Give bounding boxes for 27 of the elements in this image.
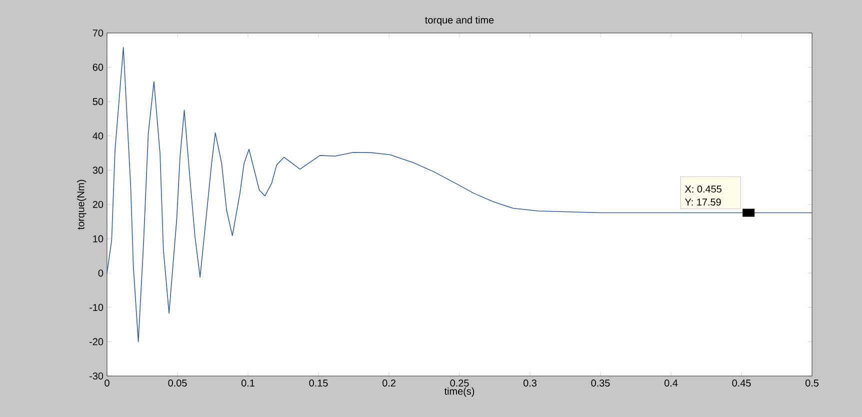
y-axis-title: torque(Nm)	[76, 180, 86, 230]
x-tick-label: 0.35	[591, 380, 610, 387]
y-tick-label: -20	[90, 338, 104, 346]
annotation: X: 0.455	[684, 186, 722, 193]
x-tick-label: 0.1	[241, 380, 254, 387]
x-tick-label: 0.05	[168, 380, 187, 387]
y-tick-label: 40	[92, 132, 104, 140]
y-tick-label: 70	[92, 29, 104, 37]
chart-title: torque and time	[425, 16, 494, 26]
x-axis-title: time(s)	[444, 387, 474, 397]
x-tick-label: 0.5	[805, 380, 819, 387]
y-tick-label: 0	[98, 270, 104, 277]
y-tick-label: 10	[93, 235, 104, 242]
x-tick-label: 0	[104, 380, 110, 387]
y-tick-label: -10	[90, 304, 104, 311]
x-tick-label: 0.45	[732, 380, 751, 387]
x-tick-label: 0.25	[450, 380, 469, 387]
x-tick-label: 0.15	[309, 380, 328, 387]
y-tick-label: 30	[92, 166, 104, 174]
annotation: Y: 17.59	[684, 198, 721, 206]
x-tick-label: 0.3	[523, 380, 537, 387]
y-tick-label: -30	[90, 372, 104, 380]
y-tick-label: 60	[92, 64, 104, 71]
x-tick-label: 0.4	[664, 380, 678, 387]
y-tick-label: 50	[92, 98, 104, 106]
x-tick-label: 0.2	[382, 380, 396, 387]
y-tick-label: 20	[92, 200, 104, 208]
